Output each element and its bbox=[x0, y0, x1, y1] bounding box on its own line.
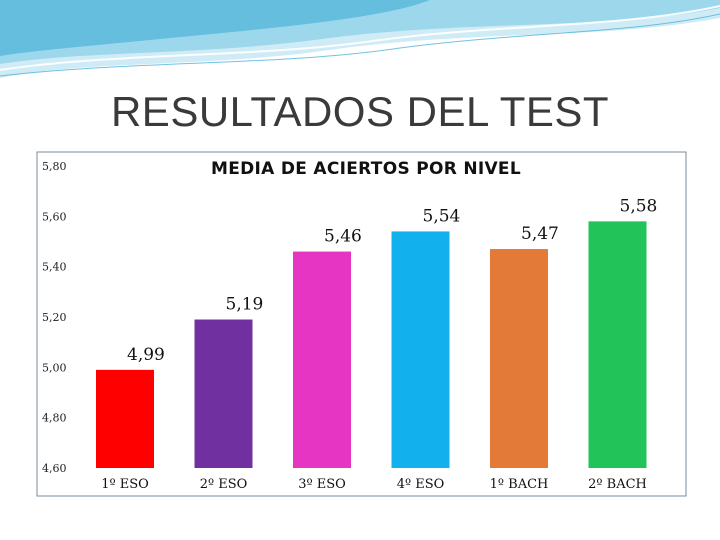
bar bbox=[588, 221, 647, 468]
header-wave-decoration bbox=[0, 0, 720, 78]
bar bbox=[391, 231, 450, 468]
bar bbox=[490, 249, 548, 468]
bar bbox=[194, 319, 253, 468]
bar-value-label: 5,58 bbox=[620, 196, 658, 216]
category-label: 1º BACH bbox=[490, 477, 549, 492]
category-label: 4º ESO bbox=[397, 477, 445, 492]
y-tick-label: 5,60 bbox=[42, 210, 67, 223]
category-label: 2º ESO bbox=[200, 477, 248, 492]
slide-title: RESULTADOS DEL TEST bbox=[110, 88, 610, 135]
bar-value-label: 5,47 bbox=[521, 224, 559, 244]
y-tick-label: 5,20 bbox=[42, 311, 67, 324]
y-tick-label: 5,00 bbox=[42, 361, 67, 374]
y-tick-label: 5,80 bbox=[42, 160, 67, 173]
y-tick-label: 4,80 bbox=[42, 412, 67, 425]
chart-title: MEDIA DE ACIERTOS POR NIVEL bbox=[211, 159, 521, 179]
chart-frame bbox=[36, 151, 687, 497]
bar bbox=[293, 251, 351, 468]
bar-value-label: 4,99 bbox=[127, 345, 165, 365]
bar-value-label: 5,54 bbox=[423, 206, 461, 226]
category-label: 3º ESO bbox=[298, 477, 346, 492]
category-label: 1º ESO bbox=[101, 477, 149, 492]
bar-value-label: 5,46 bbox=[324, 227, 362, 247]
bar bbox=[96, 369, 154, 468]
category-label: 2º BACH bbox=[588, 477, 647, 492]
bar-value-label: 5,19 bbox=[226, 295, 264, 315]
y-tick-label: 4,60 bbox=[42, 462, 67, 475]
y-tick-label: 5,40 bbox=[42, 261, 67, 274]
